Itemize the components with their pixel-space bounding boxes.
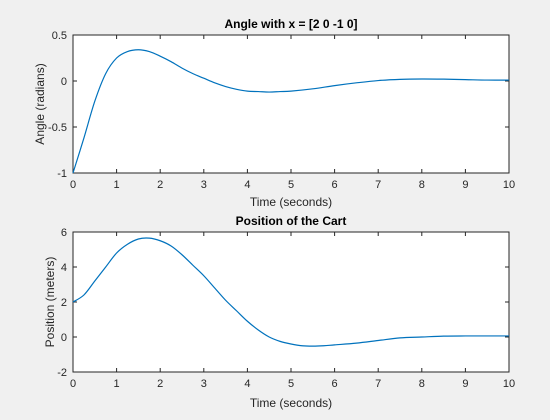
subplot-angle: Angle with x = [2 0 -1 0] Time (seconds)…: [33, 17, 515, 209]
y-tick-label: 4: [61, 262, 67, 274]
x-tick-label: 9: [462, 378, 468, 390]
x-axis-label-position: Time (seconds): [250, 396, 332, 410]
x-ticks-angle: 0 1 2 3 4 5 6 7 8 9 10: [70, 35, 515, 191]
x-tick-label: 3: [201, 378, 207, 390]
y-axis-label-angle: Angle (radians): [33, 63, 47, 144]
series-line-angle: [72, 49, 510, 174]
x-tick-label: 4: [244, 179, 250, 191]
y-tick-label: -1: [57, 168, 67, 180]
subplot-position: Position of the Cart Time (seconds) Posi…: [43, 214, 515, 410]
x-tick-label: 3: [201, 179, 207, 191]
x-tick-label: 7: [375, 378, 381, 390]
x-tick-label: 5: [288, 378, 294, 390]
y-ticks-position: -2 0 2 4 6: [57, 227, 509, 379]
y-tick-label: 2: [61, 297, 67, 309]
x-tick-label: 0: [70, 378, 76, 390]
series-group-position: [72, 237, 509, 347]
x-tick-label: 5: [288, 179, 294, 191]
y-tick-label: 0: [61, 76, 67, 88]
x-tick-label: 6: [332, 179, 338, 191]
y-ticks-angle: -1 -0.5 0 0.5: [48, 30, 509, 180]
x-tick-label: 10: [503, 179, 515, 191]
x-tick-label: 2: [157, 378, 163, 390]
chart-title-angle: Angle with x = [2 0 -1 0]: [224, 17, 357, 31]
series-line-position: [72, 237, 509, 347]
x-tick-label: 0: [70, 179, 76, 191]
axes-angle: [72, 34, 510, 174]
x-tick-label: 9: [462, 179, 468, 191]
series-group-angle: [72, 49, 510, 174]
x-tick-label: 8: [419, 179, 425, 191]
x-axis-label-angle: Time (seconds): [250, 195, 332, 209]
x-tick-label: 7: [375, 179, 381, 191]
y-axis-label-position: Position (meters): [43, 257, 57, 348]
x-tick-label: 4: [244, 378, 250, 390]
chart-title-position: Position of the Cart: [236, 214, 347, 228]
axes-position: [72, 231, 510, 373]
y-tick-label: 6: [61, 227, 67, 239]
x-tick-label: 1: [114, 378, 120, 390]
x-tick-label: 8: [419, 378, 425, 390]
x-tick-label: 6: [332, 378, 338, 390]
x-ticks-position: 0 1 2 3 4 5 6 7 8 9 10: [70, 232, 515, 390]
x-tick-label: 2: [157, 179, 163, 191]
y-tick-label: 0.5: [52, 30, 67, 42]
y-tick-label: -0.5: [48, 122, 67, 134]
y-tick-label: 0: [61, 332, 67, 344]
y-tick-label: -2: [57, 367, 67, 379]
x-tick-label: 1: [114, 179, 120, 191]
x-tick-label: 10: [503, 378, 515, 390]
